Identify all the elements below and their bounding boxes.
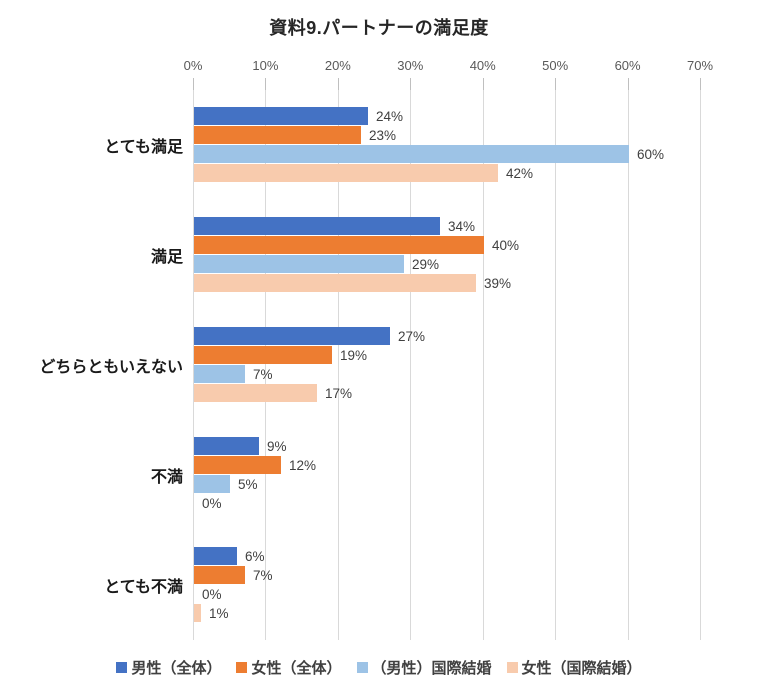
bar xyxy=(194,164,498,182)
legend-item: 女性（国際結婚） xyxy=(506,657,642,678)
bar xyxy=(194,145,629,163)
x-axis-label: 50% xyxy=(542,58,569,73)
x-axis-tick xyxy=(337,78,339,90)
gridline xyxy=(410,90,412,640)
bar-data-label: 1% xyxy=(209,606,229,621)
x-axis-label: 60% xyxy=(614,58,641,73)
bar xyxy=(194,456,281,474)
legend-swatch-icon xyxy=(236,662,248,673)
gridline xyxy=(555,90,557,640)
category-label: 満足 xyxy=(150,249,183,266)
bar-data-label: 29% xyxy=(412,257,440,272)
x-axis-tick xyxy=(482,78,484,90)
x-axis-label: 40% xyxy=(469,58,496,73)
legend-label: （男性）国際結婚 xyxy=(371,660,492,677)
x-axis-label: 10% xyxy=(252,58,279,73)
bar xyxy=(194,255,404,273)
bar-data-label: 39% xyxy=(484,276,512,291)
legend-item: 男性（全体） xyxy=(116,657,221,678)
gridline xyxy=(193,90,194,640)
bar xyxy=(194,365,245,383)
bar xyxy=(194,437,259,455)
bar xyxy=(194,547,237,565)
bar xyxy=(194,327,390,345)
chart-legend: 男性（全体） 女性（全体） （男性）国際結婚 女性（国際結婚） xyxy=(0,657,758,678)
category-label: 不満 xyxy=(150,469,183,486)
legend-item: 女性（全体） xyxy=(236,657,342,678)
category-label: とても満足 xyxy=(104,139,183,156)
legend-item: （男性）国際結婚 xyxy=(356,657,492,678)
legend-swatch-icon xyxy=(506,662,518,673)
bar-data-label: 19% xyxy=(340,348,368,363)
gridline xyxy=(700,90,701,640)
x-axis-tick xyxy=(627,78,629,90)
bar-data-label: 34% xyxy=(448,219,476,234)
bar-data-label: 6% xyxy=(245,549,265,564)
x-axis-tick xyxy=(555,78,557,90)
bar-data-label: 42% xyxy=(506,166,534,181)
legend-label: 女性（全体） xyxy=(251,660,342,677)
category-label: どちらともいえない xyxy=(39,359,183,376)
bar xyxy=(194,566,245,584)
chart-title: 資料9.パートナーの満足度 xyxy=(269,18,489,38)
gridline xyxy=(265,90,267,640)
x-axis-tick xyxy=(265,78,267,90)
bar xyxy=(194,274,476,292)
bar-data-label: 5% xyxy=(238,477,258,492)
gridline xyxy=(627,90,629,640)
bar xyxy=(194,217,440,235)
x-axis-label: 30% xyxy=(397,58,424,73)
x-axis-tick xyxy=(700,78,701,90)
bar-data-label: 12% xyxy=(289,458,317,473)
bar xyxy=(194,126,361,144)
bar-data-label: 27% xyxy=(398,329,426,344)
bar xyxy=(194,107,368,125)
bar xyxy=(194,384,317,402)
bar-data-label: 60% xyxy=(637,147,665,162)
bar-data-label: 7% xyxy=(253,367,273,382)
legend-label: 女性（国際結婚） xyxy=(521,660,642,677)
bar-data-label: 40% xyxy=(492,238,520,253)
x-axis-label: 0% xyxy=(183,58,203,73)
bar-data-label: 0% xyxy=(202,496,222,511)
bar-data-label: 23% xyxy=(369,128,397,143)
x-axis-tick xyxy=(193,78,194,90)
bar-data-label: 0% xyxy=(202,587,222,602)
category-label: とても不満 xyxy=(104,579,183,596)
x-axis-label: 70% xyxy=(686,58,714,73)
legend-swatch-icon xyxy=(356,662,368,673)
bar-data-label: 9% xyxy=(267,439,287,454)
x-axis-tick xyxy=(410,78,412,90)
bar-data-label: 17% xyxy=(325,386,353,401)
bar xyxy=(194,346,332,364)
bar xyxy=(194,236,484,254)
legend-label: 男性（全体） xyxy=(131,660,222,677)
gridline xyxy=(337,90,339,640)
gridline xyxy=(482,90,484,640)
x-axis-label: 20% xyxy=(324,58,351,73)
bar xyxy=(194,604,201,622)
bar-data-label: 7% xyxy=(253,568,273,583)
bar-data-label: 24% xyxy=(376,109,404,124)
bar xyxy=(194,475,230,493)
legend-swatch-icon xyxy=(116,662,128,673)
